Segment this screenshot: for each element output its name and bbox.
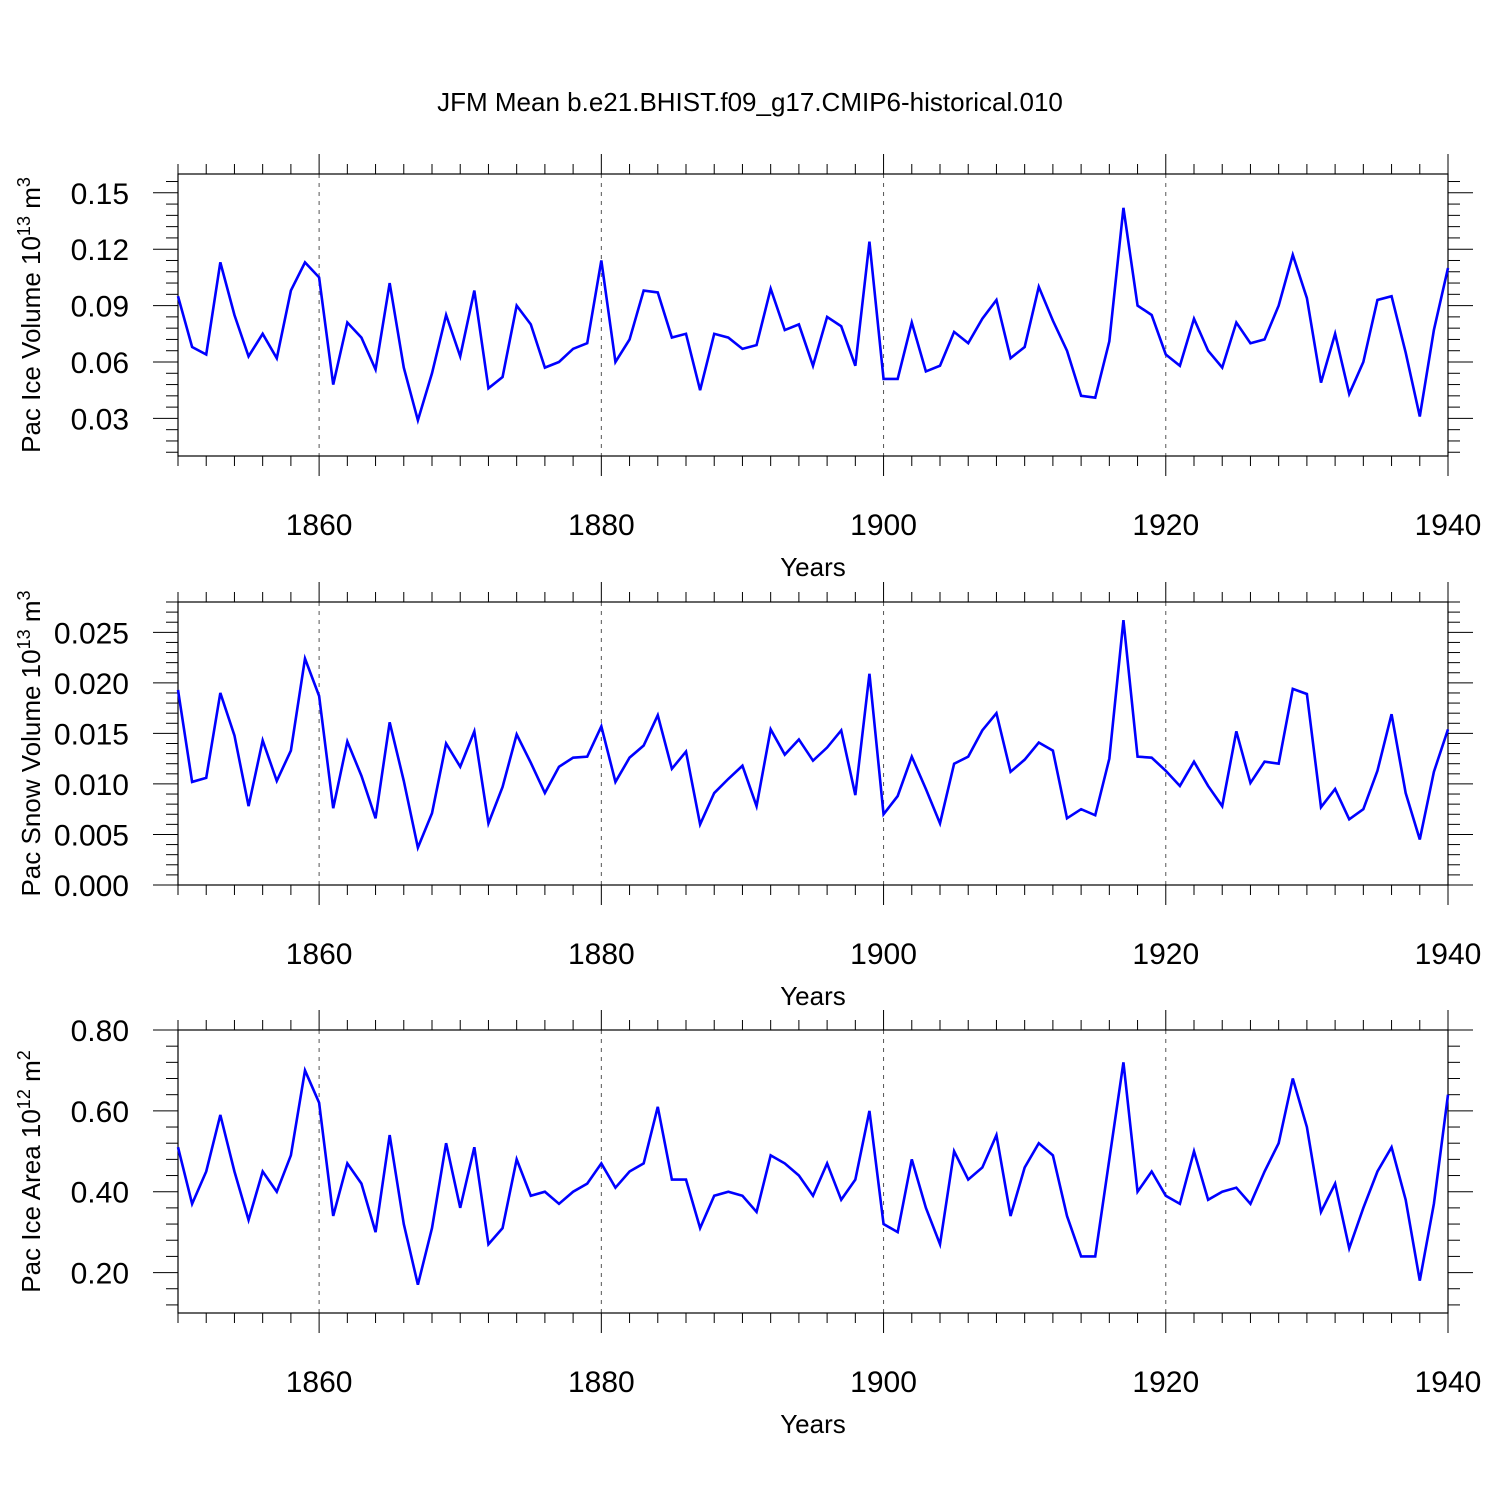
chart-panel-2: 0.000 0.005 0.010 0.015 0.020 0.025 1860 1880 19… [14,582,1481,1011]
y-tick-label: 0.09 [71,291,129,324]
y-tick-label: 0.005 [54,819,129,852]
x-tick-label: 1860 [286,1366,353,1399]
plot-frame [177,1029,1449,1314]
y-axis-label: Pac Ice Volume 1013 m3 [14,177,46,453]
x-tick-label: 1940 [1415,1366,1482,1399]
y-axis-label: Pac Ice Area 1012 m2 [14,1050,46,1293]
y-tick-label: 0.010 [54,769,129,802]
y-tick-label: 0.80 [71,1015,129,1048]
x-tick-label: 1880 [568,509,635,542]
series-line [176,1062,1450,1286]
chart-panel-3: 0.20 0.40 0.60 0.80 1860 1880 1900 1920 1940 Year… [14,1010,1481,1439]
y-tick-label: 0.03 [71,403,129,436]
x-tick-label: 1920 [1132,509,1199,542]
y-axis-label: Pac Snow Volume 1013 m3 [14,590,46,896]
y-tick-label: 0.15 [71,178,129,211]
y-tick-label: 0.000 [54,870,129,903]
x-tick-label: 1900 [850,509,917,542]
y-tick-label: 0.06 [71,347,129,380]
x-tick-label: 1860 [286,509,353,542]
x-axis-label: Years [780,552,846,582]
x-axis-label: Years [780,1409,846,1439]
series-line [176,207,1450,426]
x-tick-label: 1920 [1132,1366,1199,1399]
y-tick-label: 0.40 [71,1177,129,1210]
x-tick-label: 1940 [1415,938,1482,971]
x-tick-label: 1920 [1132,938,1199,971]
y-tick-label: 0.020 [54,668,129,701]
x-tick-label: 1900 [850,1366,917,1399]
x-tick-label: 1880 [568,938,635,971]
x-tick-label: 1940 [1415,509,1482,542]
x-axis-label: Years [780,981,846,1011]
plot-frame [177,601,1449,886]
plot-frame [177,173,1449,457]
x-tick-label: 1880 [568,1366,635,1399]
y-tick-label: 0.025 [54,617,129,650]
x-tick-label: 1900 [850,938,917,971]
chart-panel-1: 0.03 0.06 0.09 0.12 0.15 1860 1880 1900 1920 1940… [14,154,1481,582]
series-line [176,620,1450,852]
y-tick-label: 0.015 [54,718,129,751]
chart-title: JFM Mean b.e21.BHIST.f09_g17.CMIP6-histo… [437,87,1063,117]
y-tick-label: 0.20 [71,1258,129,1291]
y-tick-label: 0.60 [71,1096,129,1129]
y-tick-label: 0.12 [71,234,129,267]
x-tick-label: 1860 [286,938,353,971]
